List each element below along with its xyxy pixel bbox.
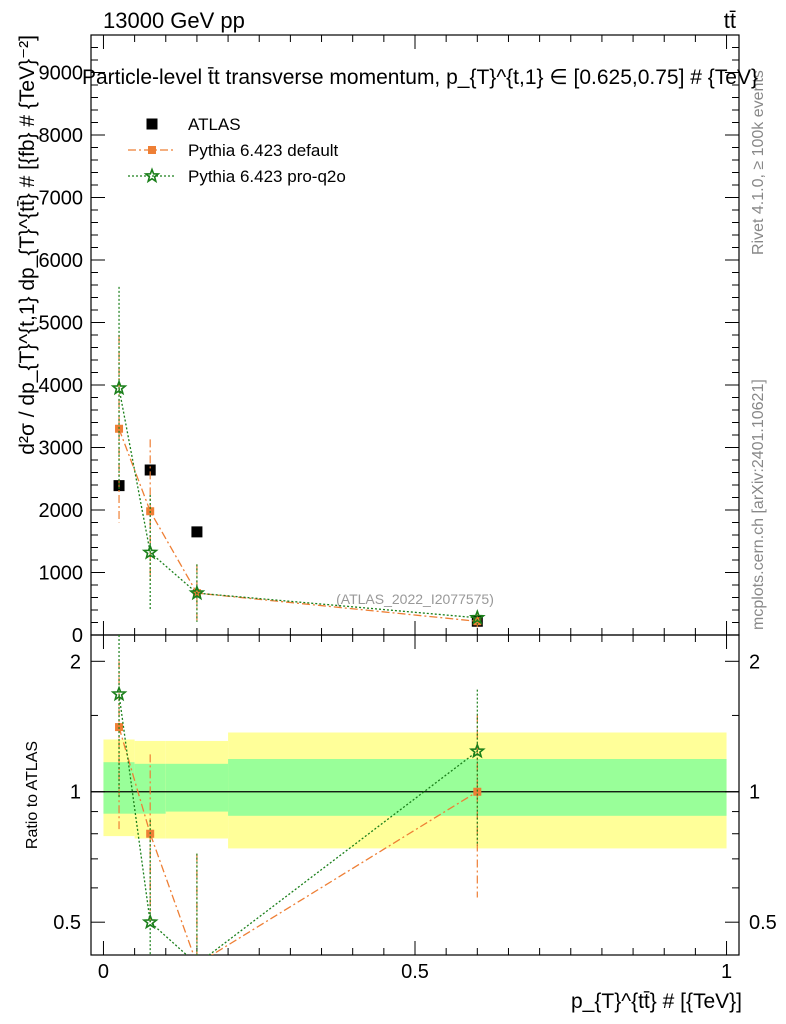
legend-label: ATLAS [188,115,241,134]
header-right: tt̄ [724,8,736,33]
main-y-tick-label: 2000 [39,500,84,522]
ratio-data-layer [110,635,486,970]
ratio-data-point [473,787,482,796]
legend-label: Pythia 6.423 default [188,141,339,160]
ratio-y-tick-label-right: 2 [749,651,760,673]
analysis-watermark: (ATLAS_2022_I2077575) [336,591,494,607]
data-point [468,609,486,625]
main-y-tick-label: 3000 [39,438,84,460]
main-y-axis: 0 1000 2000 3000 4000 5000 6000 7000 8000 9000 [39,34,739,647]
main-y-tick-label: 9000 [39,63,84,85]
main-y-tick-label: 1000 [39,563,84,585]
main-x-axis-ticks [102,35,728,635]
main-y-tick-label: 5000 [39,313,84,335]
legend: ATLAS Pythia 6.423 default Pythia 6.423 pr… [128,115,346,186]
ratio-y-tick-label: 1 [70,782,81,804]
ratio-data-point [468,742,486,759]
ratio-data-point [193,960,201,968]
x-tick-label: 1 [721,961,732,983]
legend-entry: Pythia 6.423 default [128,141,339,160]
main-y-axis-title: d²σ / dp_{T}^{t,1} dp_{T}^{tt̄} # [{fb} … [16,35,39,455]
main-y-tick-label: 8000 [39,125,84,147]
data-point [141,543,159,560]
x-axis-title: p_{T}^{tt̄} # [{TeV}] [571,990,742,1013]
legend-label: Pythia 6.423 pro-q2o [188,167,346,186]
ratio-y-tick-label: 2 [70,651,81,673]
main-data-layer [110,286,486,629]
main-y-tick-label: 0 [72,625,83,647]
ratio-data-point [141,913,159,930]
main-y-tick-label: 6000 [39,250,84,272]
x-tick-label: 0.5 [401,961,429,983]
ratio-data-point [191,958,203,970]
series-2 [110,286,486,625]
main-y-tick-label: 7000 [39,188,84,210]
data-point [144,464,156,476]
ratio-series-line [118,726,478,955]
x-tick-label: 0 [98,961,109,983]
ratio-x-axis: 0 0.5 1 [98,635,732,983]
data-point [110,379,128,396]
legend-marker [143,167,161,184]
data-point [188,584,206,601]
legend-marker [146,118,158,130]
legend-entry: ATLAS [146,115,241,134]
mcplots-label: mcplots.cern.ch [arXiv:2401.10621] [750,379,767,630]
ratio-y-axis-title: Ratio to ATLAS [24,741,41,849]
ratio-y-axis: 0.5 0.5 1 1 2 2 [53,651,777,934]
ratio-series-line [118,694,478,955]
series-line [118,428,478,622]
header-left: 13000 GeV pp [103,8,245,33]
stat-uncertainty-band [165,763,229,812]
ratio-data-point [110,685,128,702]
ratio-y-tick-label-right: 1 [749,782,760,804]
rivet-version-label: Rivet 4.1.0, ≥ 100k events [750,70,767,255]
data-point [191,526,203,538]
ratio-y-tick-label-right: 0.5 [749,912,777,934]
chart-title: Particle-level t̄t transverse momentum, … [82,66,758,89]
ratio-y-tick-label: 0.5 [53,912,81,934]
series-line [118,387,478,619]
legend-marker [148,146,156,154]
ratio-uncertainty-bands [91,732,739,849]
series-1 [115,335,482,629]
main-y-tick-label: 4000 [39,375,84,397]
legend-entry: Pythia 6.423 pro-q2o [128,167,346,186]
ratio-series-1 [110,635,486,970]
